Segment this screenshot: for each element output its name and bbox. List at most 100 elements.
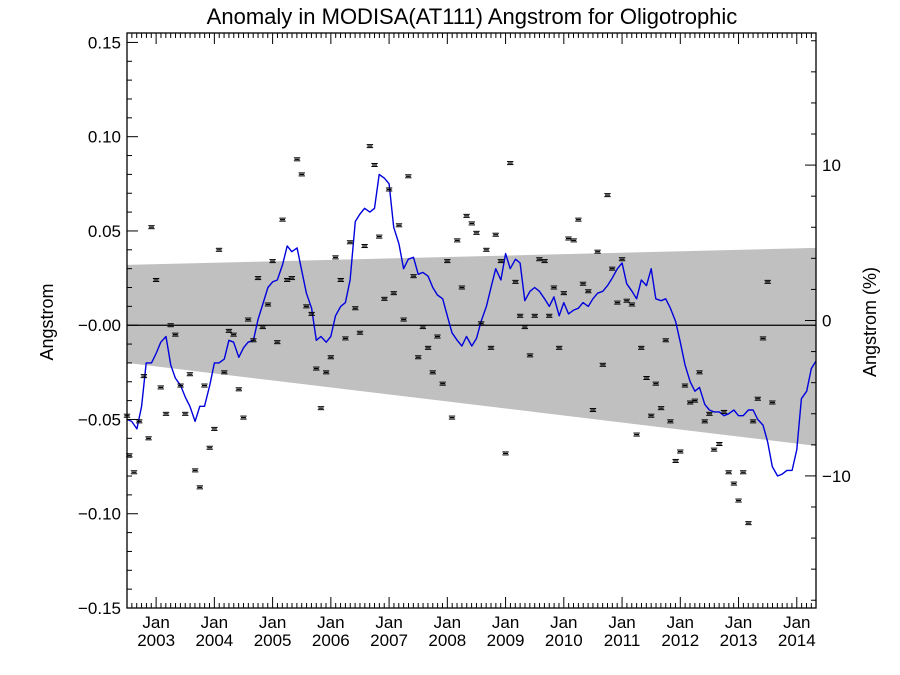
anomaly-point-2 — [130, 470, 138, 475]
anomaly-point-54 — [381, 296, 388, 301]
anomaly-point-115 — [677, 449, 684, 454]
anomaly-point-78 — [497, 259, 505, 264]
anomaly-point-98 — [594, 249, 601, 254]
anomaly-point-73 — [473, 230, 480, 235]
anomaly-point-65 — [434, 334, 441, 339]
anomaly-point-124 — [720, 409, 728, 414]
anomaly-point-118 — [691, 398, 699, 403]
anomaly-point-40 — [313, 366, 320, 371]
y-tick-label: −0.15 — [78, 599, 121, 618]
anomaly-point-90 — [555, 345, 563, 350]
anomaly-point-84 — [526, 353, 534, 358]
anomaly-point-29 — [259, 325, 266, 330]
x-tick-year-label: 2012 — [661, 631, 699, 650]
anomaly-point-109 — [647, 413, 655, 418]
anomaly-point-99 — [599, 362, 607, 367]
anomaly-point-38 — [303, 304, 310, 309]
y-tick-label: 0.15 — [88, 33, 121, 52]
anomaly-point-22 — [225, 328, 233, 333]
x-tick-month-label: Jan — [434, 613, 461, 632]
anomaly-point-89 — [550, 285, 558, 290]
anomaly-point-33 — [279, 217, 286, 222]
anomaly-point-60 — [410, 274, 417, 279]
anomaly-point-47 — [346, 240, 354, 245]
y-right-tick-label: 10 — [822, 156, 841, 175]
anomaly-point-15 — [191, 468, 199, 473]
anomaly-point-122 — [710, 447, 718, 452]
anomaly-point-64 — [429, 370, 436, 375]
anomaly-point-96 — [585, 289, 592, 294]
anomaly-point-87 — [541, 259, 548, 264]
anomaly-point-52 — [371, 162, 378, 167]
anomaly-point-62 — [419, 325, 427, 330]
anomaly-point-67 — [444, 259, 451, 264]
y-tick-label: 0.05 — [88, 222, 121, 241]
anomaly-point-5 — [145, 436, 152, 441]
anomaly-point-86 — [536, 257, 543, 262]
anomaly-point-111 — [657, 406, 665, 411]
anomaly-point-133 — [764, 279, 771, 284]
anomaly-point-18 — [206, 445, 213, 450]
anomaly-point-53 — [375, 234, 383, 239]
anomaly-point-31 — [269, 259, 276, 264]
anomaly-point-104 — [623, 298, 630, 303]
anomaly-point-28 — [254, 276, 262, 281]
y-tick-label: −0.10 — [78, 505, 121, 524]
anomaly-point-92 — [565, 236, 572, 241]
anomaly-point-45 — [337, 277, 344, 282]
anomaly-point-30 — [264, 302, 272, 307]
anomaly-point-61 — [415, 355, 422, 360]
anomaly-point-112 — [662, 338, 669, 343]
x-tick-month-label: Jan — [667, 613, 694, 632]
anomaly-point-51 — [366, 144, 374, 149]
anomaly-point-125 — [725, 470, 732, 475]
anomaly-point-134 — [769, 400, 776, 405]
anomaly-point-56 — [390, 291, 397, 296]
x-tick-month-label: Jan — [492, 613, 519, 632]
anomaly-point-131 — [754, 396, 761, 401]
anomaly-point-17 — [201, 383, 208, 388]
anomaly-point-10 — [167, 323, 174, 328]
anomaly-point-128 — [739, 470, 747, 475]
anomaly-point-32 — [274, 340, 281, 345]
anomaly-point-70 — [458, 285, 466, 290]
anomaly-point-72 — [468, 221, 475, 226]
anomaly-point-76 — [487, 345, 495, 350]
x-tick-month-label: Jan — [550, 613, 577, 632]
anomaly-point-48 — [352, 306, 359, 311]
x-tick-year-label: 2006 — [312, 631, 350, 650]
anomaly-point-27 — [250, 338, 257, 343]
anomaly-point-3 — [136, 419, 143, 424]
anomaly-point-63 — [424, 345, 432, 350]
y-tick-label: −0.05 — [78, 410, 121, 429]
anomaly-point-11 — [172, 332, 179, 337]
anomaly-point-103 — [618, 257, 626, 262]
monthly-anomaly-points — [123, 144, 776, 526]
x-tick-month-label: Jan — [259, 613, 286, 632]
anomaly-point-74 — [477, 321, 485, 326]
uncertainty-band — [127, 247, 816, 446]
anomaly-point-58 — [400, 317, 407, 322]
anomaly-point-69 — [454, 238, 461, 243]
x-tick-year-label: 2004 — [195, 631, 233, 650]
x-tick-month-label: Jan — [142, 613, 169, 632]
anomaly-point-4 — [140, 374, 148, 379]
anomaly-point-127 — [735, 498, 742, 503]
anomaly-point-110 — [652, 381, 660, 386]
x-tick-year-label: 2013 — [720, 631, 758, 650]
chart-title: Anomaly in MODISA(AT111) Angstrom for Ol… — [207, 4, 738, 29]
anomaly-point-95 — [579, 281, 587, 286]
anomaly-point-82 — [516, 313, 524, 318]
anomaly-point-44 — [332, 255, 339, 260]
anomaly-point-68 — [448, 415, 456, 420]
anomaly-point-106 — [633, 432, 640, 437]
anomaly-point-23 — [230, 332, 237, 337]
y-axis-title-right: Angstrom (%) — [860, 267, 880, 377]
anomaly-point-113 — [667, 419, 674, 424]
x-tick-month-label: Jan — [725, 613, 752, 632]
anomaly-point-114 — [672, 458, 679, 463]
anomaly-point-9 — [162, 411, 170, 416]
anomaly-point-130 — [749, 419, 757, 424]
anomaly-point-43 — [327, 355, 335, 360]
